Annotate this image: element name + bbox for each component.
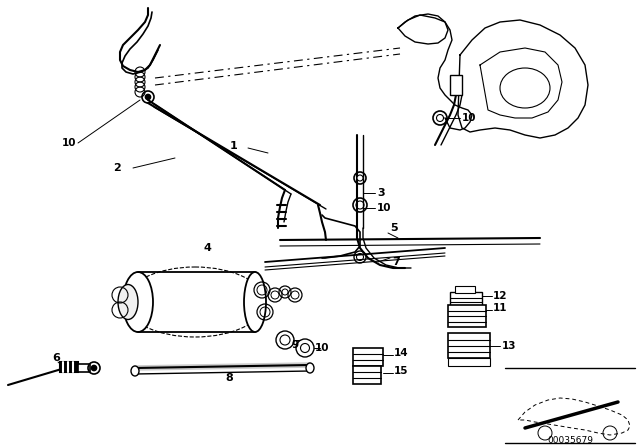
Text: 13: 13 [502,341,516,351]
Text: 4: 4 [203,243,211,253]
Text: 3: 3 [377,188,385,198]
FancyBboxPatch shape [448,333,490,358]
Text: 5: 5 [390,223,397,233]
Text: 10: 10 [315,343,330,353]
FancyBboxPatch shape [448,305,486,327]
Circle shape [92,366,97,370]
FancyBboxPatch shape [60,362,78,372]
Text: 7: 7 [392,257,400,267]
Ellipse shape [306,363,314,373]
Text: 10: 10 [462,113,477,123]
Text: 14: 14 [394,348,408,358]
FancyBboxPatch shape [448,358,490,366]
Circle shape [145,95,150,99]
FancyBboxPatch shape [353,366,381,384]
Text: 11: 11 [493,303,508,313]
Circle shape [357,175,363,181]
Text: 10: 10 [377,203,392,213]
Ellipse shape [123,272,153,332]
Ellipse shape [131,366,139,376]
Ellipse shape [125,267,265,337]
FancyBboxPatch shape [353,348,383,366]
Ellipse shape [500,68,550,108]
Text: 00035679: 00035679 [547,435,593,444]
FancyBboxPatch shape [455,286,475,293]
Text: 8: 8 [225,373,233,383]
Text: 2: 2 [113,163,121,173]
Text: 6: 6 [52,353,60,363]
Text: 1: 1 [230,141,237,151]
Text: 10: 10 [62,138,77,148]
Text: 15: 15 [394,366,408,376]
FancyBboxPatch shape [450,75,462,95]
Ellipse shape [118,284,138,319]
Ellipse shape [244,272,266,332]
FancyBboxPatch shape [450,292,482,307]
Text: 12: 12 [493,291,508,301]
Text: 9: 9 [292,340,299,350]
FancyBboxPatch shape [78,364,90,372]
